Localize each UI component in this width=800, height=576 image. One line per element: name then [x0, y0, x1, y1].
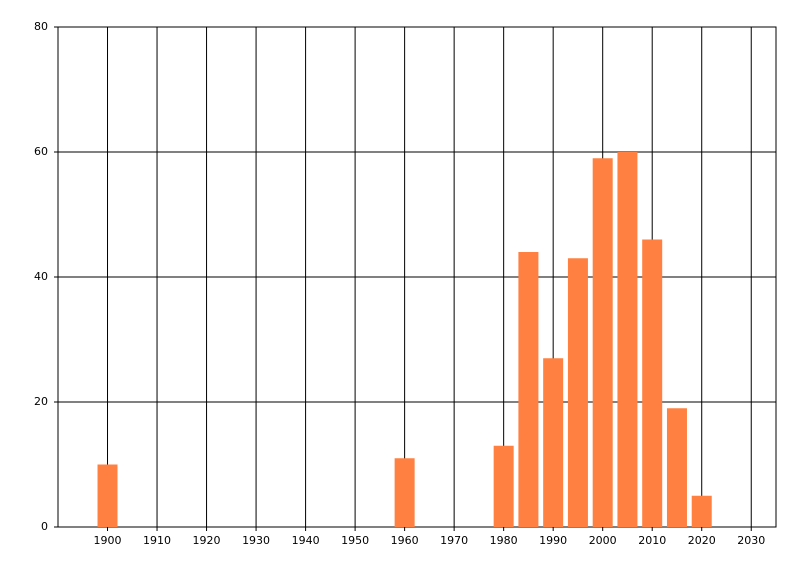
- bar: [642, 239, 663, 527]
- y-tick-label: 60: [34, 145, 48, 158]
- x-tick-label: 2000: [589, 534, 617, 547]
- bar: [394, 458, 415, 527]
- x-tick-label: 1960: [391, 534, 419, 547]
- bar: [543, 358, 564, 527]
- x-tick-label: 2010: [638, 534, 666, 547]
- bar: [493, 445, 514, 527]
- x-tick-label: 2030: [737, 534, 765, 547]
- bar: [691, 495, 712, 527]
- x-tick-label: 1900: [94, 534, 122, 547]
- bar: [518, 252, 539, 527]
- x-tick-label: 1970: [440, 534, 468, 547]
- bar: [567, 258, 588, 527]
- x-tick-label: 2020: [688, 534, 716, 547]
- y-tick-label: 0: [41, 520, 48, 533]
- bar: [97, 464, 118, 527]
- x-tick-label: 1980: [490, 534, 518, 547]
- x-tick-label: 1920: [193, 534, 221, 547]
- bar: [666, 408, 687, 527]
- y-tick-label: 40: [34, 270, 48, 283]
- x-tick-label: 1990: [539, 534, 567, 547]
- y-tick-label: 20: [34, 395, 48, 408]
- x-tick-label: 1930: [242, 534, 270, 547]
- y-tick-label: 80: [34, 20, 48, 33]
- x-tick-label: 1950: [341, 534, 369, 547]
- bar: [592, 158, 613, 527]
- bar: [617, 152, 638, 527]
- x-tick-label: 1940: [292, 534, 320, 547]
- x-tick-label: 1910: [143, 534, 171, 547]
